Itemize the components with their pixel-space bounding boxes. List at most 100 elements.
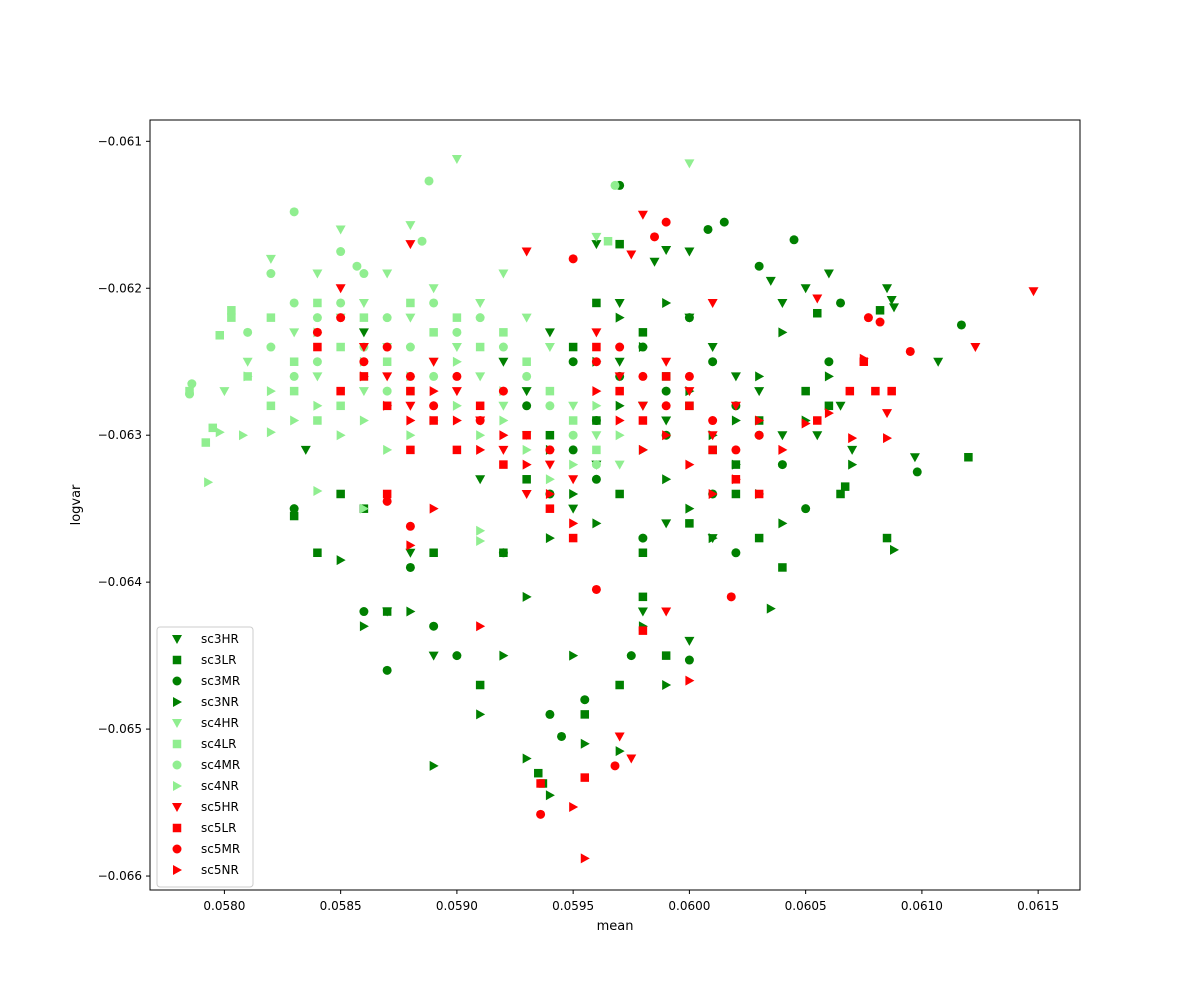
data-point xyxy=(638,592,648,602)
data-point xyxy=(475,372,486,382)
data-point xyxy=(684,371,694,381)
data-point xyxy=(801,504,811,514)
x-tick-label: 0.0615 xyxy=(1017,899,1059,913)
data-point xyxy=(475,475,486,485)
data-point xyxy=(615,342,625,352)
data-point xyxy=(661,357,672,367)
data-point xyxy=(730,372,741,382)
legend-label: sc5NR xyxy=(201,863,239,877)
data-point xyxy=(707,343,718,353)
data-point xyxy=(219,387,230,397)
data-point xyxy=(557,731,567,741)
data-point xyxy=(708,533,718,544)
legend-marker xyxy=(173,865,182,875)
data-point xyxy=(359,621,369,632)
data-point xyxy=(312,357,322,367)
data-point xyxy=(265,254,276,264)
data-point xyxy=(336,555,346,566)
data-point xyxy=(522,591,532,602)
data-point xyxy=(662,474,672,485)
data-point xyxy=(544,328,555,338)
data-point xyxy=(498,269,509,279)
data-point xyxy=(452,327,462,337)
data-point xyxy=(313,548,322,558)
data-point xyxy=(708,416,718,426)
data-point xyxy=(289,357,299,366)
data-point xyxy=(615,400,625,411)
data-point xyxy=(580,710,590,719)
data-point xyxy=(313,342,322,352)
data-point xyxy=(638,342,648,353)
data-point xyxy=(708,357,718,367)
data-point xyxy=(568,475,579,485)
data-point xyxy=(592,518,602,529)
data-point xyxy=(545,488,555,499)
data-point xyxy=(405,240,416,250)
data-point xyxy=(522,430,531,440)
data-point xyxy=(731,459,741,470)
y-axis-label: logvar xyxy=(69,484,84,525)
data-point xyxy=(662,430,672,441)
data-point xyxy=(685,519,694,528)
data-point xyxy=(933,357,944,367)
data-point xyxy=(909,453,920,463)
data-point xyxy=(405,562,415,572)
data-point xyxy=(684,247,695,257)
data-point xyxy=(521,387,532,397)
data-point xyxy=(352,261,362,271)
data-point xyxy=(405,221,416,231)
data-point xyxy=(637,210,648,220)
data-point xyxy=(859,357,869,366)
data-point xyxy=(754,387,765,397)
data-point xyxy=(405,342,415,352)
data-point xyxy=(545,401,555,411)
data-point xyxy=(886,296,897,306)
y-tick-label: −0.064 xyxy=(98,575,142,589)
data-point xyxy=(964,452,973,462)
legend-marker xyxy=(172,635,182,644)
y-tick-label: −0.063 xyxy=(98,428,142,442)
data-point xyxy=(731,489,741,499)
data-point xyxy=(201,438,211,447)
data-point xyxy=(312,372,323,382)
data-point xyxy=(845,386,855,396)
data-point xyxy=(266,269,276,279)
legend-label: sc4NR xyxy=(201,779,239,793)
data-point xyxy=(778,518,788,529)
legend-label: sc3NR xyxy=(201,695,239,709)
legend-label: sc5HR xyxy=(201,800,239,814)
data-point xyxy=(208,423,218,433)
data-point xyxy=(498,386,508,396)
data-point xyxy=(568,430,578,440)
data-point xyxy=(382,372,393,382)
data-point xyxy=(890,544,899,555)
x-axis-label: mean xyxy=(597,919,634,934)
data-point xyxy=(824,401,834,411)
data-point xyxy=(452,400,462,411)
data-point xyxy=(336,386,345,396)
data-point xyxy=(405,521,415,531)
data-point xyxy=(731,474,741,485)
x-tick-label: 0.0590 xyxy=(436,899,478,913)
data-point xyxy=(889,303,899,313)
data-point xyxy=(626,651,636,661)
data-point xyxy=(336,489,345,499)
data-point xyxy=(405,313,416,323)
data-point xyxy=(661,217,671,227)
x-tick-label: 0.0600 xyxy=(668,899,710,913)
data-point xyxy=(568,357,578,367)
data-point xyxy=(661,607,672,617)
data-point xyxy=(568,254,578,264)
data-point xyxy=(615,489,624,499)
data-point xyxy=(719,217,729,227)
data-point xyxy=(243,371,253,382)
data-point xyxy=(638,548,648,558)
legend-marker xyxy=(173,781,182,791)
data-point xyxy=(313,416,322,425)
data-point xyxy=(266,401,276,411)
data-point xyxy=(569,650,579,661)
data-point xyxy=(591,232,602,242)
y-axis-ticks: −0.061 −0.062 −0.063 −0.064 −0.065 −0.066 xyxy=(98,134,150,883)
data-point xyxy=(863,313,873,323)
data-point xyxy=(382,386,392,396)
